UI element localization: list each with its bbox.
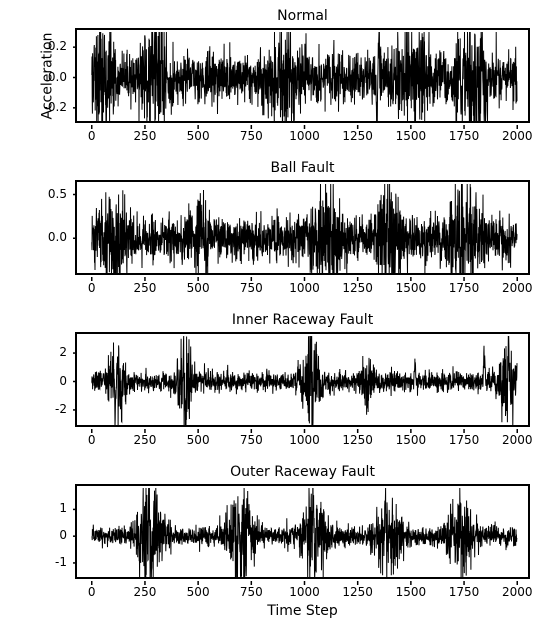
xtick-label: 1750 [449,281,480,295]
xtick-label: 2000 [502,281,533,295]
ytick-label: 0.2 [48,39,67,53]
xtick-label: 2000 [502,433,533,447]
ytick-label: 0.5 [48,187,67,201]
xtick-label: 1750 [449,129,480,143]
xtick-label: 1250 [342,433,373,447]
xtick-label: 0 [88,585,96,599]
xtick-label: 2000 [502,129,533,143]
panel-outer-raceway-fault: Outer Raceway Fault-10102505007501000125… [75,484,530,579]
figure: AccelerationNormal-0.20.00.2025050075010… [0,0,550,630]
xtick-label: 1500 [396,433,427,447]
ytick-label: -1 [55,555,67,569]
xtick-label: 750 [240,433,263,447]
ytick-label: -2 [55,402,67,416]
ticks-inner-raceway-fault [77,334,532,429]
xtick-label: 1750 [449,433,480,447]
xtick-label: 250 [133,585,156,599]
xtick-label: 750 [240,585,263,599]
xtick-label: 1500 [396,585,427,599]
ytick-label: 0.0 [48,230,67,244]
xtick-label: 1750 [449,585,480,599]
x-axis-label: Time Step [75,603,530,619]
xtick-label: 2000 [502,585,533,599]
ytick-label: 0 [59,374,67,388]
xtick-label: 750 [240,281,263,295]
xtick-label: 1500 [396,281,427,295]
xtick-label: 0 [88,129,96,143]
ytick-label: 2 [59,345,67,359]
xtick-label: 250 [133,129,156,143]
xtick-label: 500 [187,433,210,447]
xtick-label: 500 [187,129,210,143]
panel-inner-raceway-fault: Inner Raceway Fault-20202505007501000125… [75,332,530,427]
ytick-label: 1 [59,501,67,515]
ytick-label: 0.0 [48,70,67,84]
ticks-ball-fault [77,182,532,277]
xtick-label: 1250 [342,585,373,599]
xtick-label: 750 [240,129,263,143]
xtick-label: 250 [133,433,156,447]
xtick-label: 1000 [289,129,320,143]
xtick-label: 250 [133,281,156,295]
xtick-label: 0 [88,281,96,295]
ticks-normal [77,30,532,125]
panel-normal: Normal-0.20.00.2025050075010001250150017… [75,28,530,123]
panel-title-normal: Normal [77,8,528,24]
panel-title-outer-raceway-fault: Outer Raceway Fault [77,464,528,480]
xtick-label: 500 [187,585,210,599]
panel-title-ball-fault: Ball Fault [77,160,528,176]
ytick-label: 0 [59,528,67,542]
xtick-label: 0 [88,433,96,447]
xtick-label: 1250 [342,129,373,143]
xtick-label: 500 [187,281,210,295]
ticks-outer-raceway-fault [77,486,532,581]
xtick-label: 1000 [289,433,320,447]
xtick-label: 1500 [396,129,427,143]
xtick-label: 1250 [342,281,373,295]
xtick-label: 1000 [289,585,320,599]
panel-title-inner-raceway-fault: Inner Raceway Fault [77,312,528,328]
ytick-label: -0.2 [44,100,67,114]
xtick-label: 1000 [289,281,320,295]
panel-ball-fault: Ball Fault0.00.5025050075010001250150017… [75,180,530,275]
